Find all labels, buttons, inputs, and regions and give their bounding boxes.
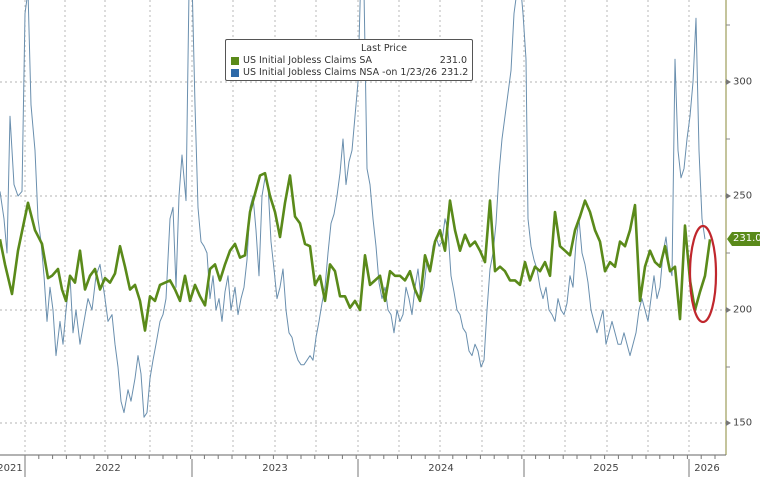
series-lines bbox=[0, 0, 712, 418]
legend-swatch-nsa bbox=[231, 69, 239, 77]
legend-date-nsa: on 1/23/26 bbox=[385, 67, 438, 78]
last-value-label: 231.0 bbox=[727, 232, 760, 246]
highlight-ellipse bbox=[688, 224, 718, 324]
x-tick-label: 2025 bbox=[593, 463, 619, 474]
legend-name-sa: US Initial Jobless Claims SA bbox=[243, 55, 373, 66]
x-tick-label: 2024 bbox=[428, 463, 454, 474]
legend-name-nsa: US Initial Jobless Claims NSA - bbox=[243, 67, 386, 78]
legend: Last Price US Initial Jobless Claims SA … bbox=[225, 39, 473, 81]
y-tick-label: 300 bbox=[733, 76, 753, 88]
series-nsa-line bbox=[0, 0, 706, 418]
legend-row-sa: US Initial Jobless Claims SA 231.0 bbox=[231, 55, 467, 67]
x-tick-label: 2021 bbox=[0, 463, 23, 474]
legend-value-nsa: 231.2 bbox=[441, 67, 469, 78]
y-tick-label: 200 bbox=[733, 304, 753, 316]
x-tick-label: 2023 bbox=[262, 463, 288, 474]
series-sa-line bbox=[0, 171, 712, 332]
legend-value-sa: 231.0 bbox=[439, 55, 467, 66]
axis-ticks bbox=[24, 24, 731, 477]
x-tick-label: 2026 bbox=[694, 463, 720, 474]
legend-header: Last Price bbox=[361, 43, 407, 54]
y-tick-label: 250 bbox=[733, 190, 753, 202]
legend-swatch-sa bbox=[231, 57, 239, 65]
y-tick-label: 150 bbox=[733, 417, 753, 429]
x-tick-label: 2022 bbox=[95, 463, 121, 474]
legend-row-nsa: US Initial Jobless Claims NSA - on 1/23/… bbox=[231, 67, 469, 79]
